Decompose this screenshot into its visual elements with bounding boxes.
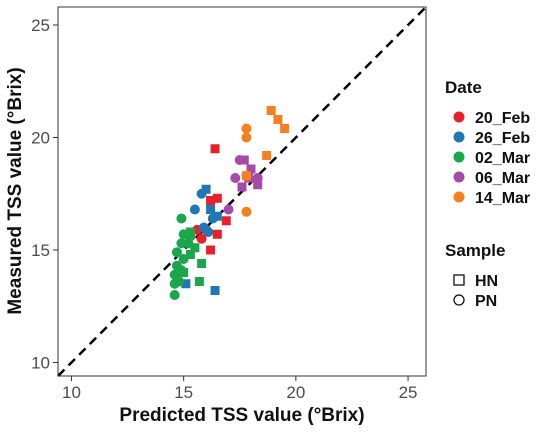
- x-tick-label: 10: [62, 383, 81, 402]
- data-point-square: [206, 245, 216, 255]
- y-tick-label: 20: [31, 129, 50, 148]
- legend-label-HN: HN: [475, 273, 498, 290]
- y-axis-title: Measured TSS value (°Brix): [5, 67, 26, 314]
- legend-label-26_Feb: 26_Feb: [475, 130, 530, 147]
- date-legend: Date 20_Feb 26_Feb 02_Mar 06_Mar 14_Mar: [445, 78, 530, 207]
- x-tick-label: 20: [286, 383, 305, 402]
- data-point-circle: [241, 206, 252, 217]
- date-legend-title: Date: [445, 78, 482, 97]
- legend-key-06_Mar: [453, 171, 465, 183]
- y-axis: 10 15 20 25: [31, 16, 58, 373]
- data-point-circle: [230, 173, 241, 183]
- data-point-square: [280, 124, 290, 133]
- x-tick-label: 25: [399, 383, 418, 402]
- legend-key-PN: [453, 294, 465, 306]
- data-point-circle: [241, 170, 252, 181]
- data-point-square: [197, 259, 207, 268]
- legend-label-20_Feb: 20_Feb: [475, 110, 530, 127]
- data-point-square: [210, 144, 220, 154]
- data-point-circle: [241, 123, 252, 134]
- data-point-circle: [178, 254, 189, 264]
- data-point-square: [185, 250, 195, 259]
- data-point-circle: [189, 204, 200, 215]
- data-point-circle: [241, 132, 252, 143]
- data-point-square: [210, 286, 220, 295]
- legend-label-PN: PN: [475, 293, 497, 310]
- legend-label-14_Mar: 14_Mar: [475, 190, 530, 207]
- data-point-square: [190, 243, 200, 253]
- data-point-circle: [171, 247, 182, 258]
- data-point-square: [201, 184, 211, 194]
- data-point-square: [253, 180, 263, 190]
- data-point-circle: [207, 213, 218, 224]
- y-tick-label: 25: [31, 16, 50, 35]
- legend-key-20_Feb: [453, 111, 465, 123]
- data-point-circle: [223, 204, 234, 215]
- data-point-circle: [252, 173, 263, 183]
- data-point-square: [212, 211, 222, 221]
- y-tick-label: 10: [31, 354, 50, 373]
- data-point-square: [212, 193, 222, 203]
- x-axis-title: Predicted TSS value (°Brix): [119, 405, 364, 426]
- data-points: [169, 106, 290, 300]
- data-point-square: [237, 182, 247, 192]
- sample-legend: Sample HN PN: [445, 241, 505, 310]
- y-tick-label: 15: [31, 241, 50, 260]
- data-point-circle: [234, 155, 245, 165]
- data-point-square: [221, 216, 231, 226]
- legend-label-02_Mar: 02_Mar: [475, 150, 530, 167]
- data-point-circle: [203, 227, 214, 237]
- data-point-circle: [196, 233, 207, 244]
- data-point-circle: [169, 290, 180, 300]
- data-point-square: [206, 205, 216, 214]
- data-point-circle: [169, 278, 180, 289]
- data-point-square: [206, 196, 216, 205]
- legend-key-26_Feb: [453, 131, 465, 143]
- data-point-square: [262, 151, 272, 160]
- legend-key-02_Mar: [453, 151, 465, 163]
- x-axis: 10 15 20 25: [62, 376, 418, 402]
- x-tick-label: 15: [174, 383, 193, 402]
- data-point-circle: [183, 238, 194, 249]
- data-point-square: [212, 229, 222, 239]
- plot-border: [57, 6, 427, 377]
- legend-key-HN: [453, 274, 465, 286]
- data-point-circle: [196, 188, 207, 199]
- legend-key-14_Mar: [453, 191, 465, 203]
- data-point-square: [266, 106, 276, 115]
- data-point-square: [194, 277, 204, 286]
- data-point-square: [181, 279, 191, 289]
- legend-label-06_Mar: 06_Mar: [475, 170, 530, 187]
- data-point-circle: [176, 213, 187, 224]
- sample-legend-title: Sample: [445, 241, 505, 260]
- data-point-square: [273, 115, 283, 124]
- data-point-square: [246, 164, 256, 174]
